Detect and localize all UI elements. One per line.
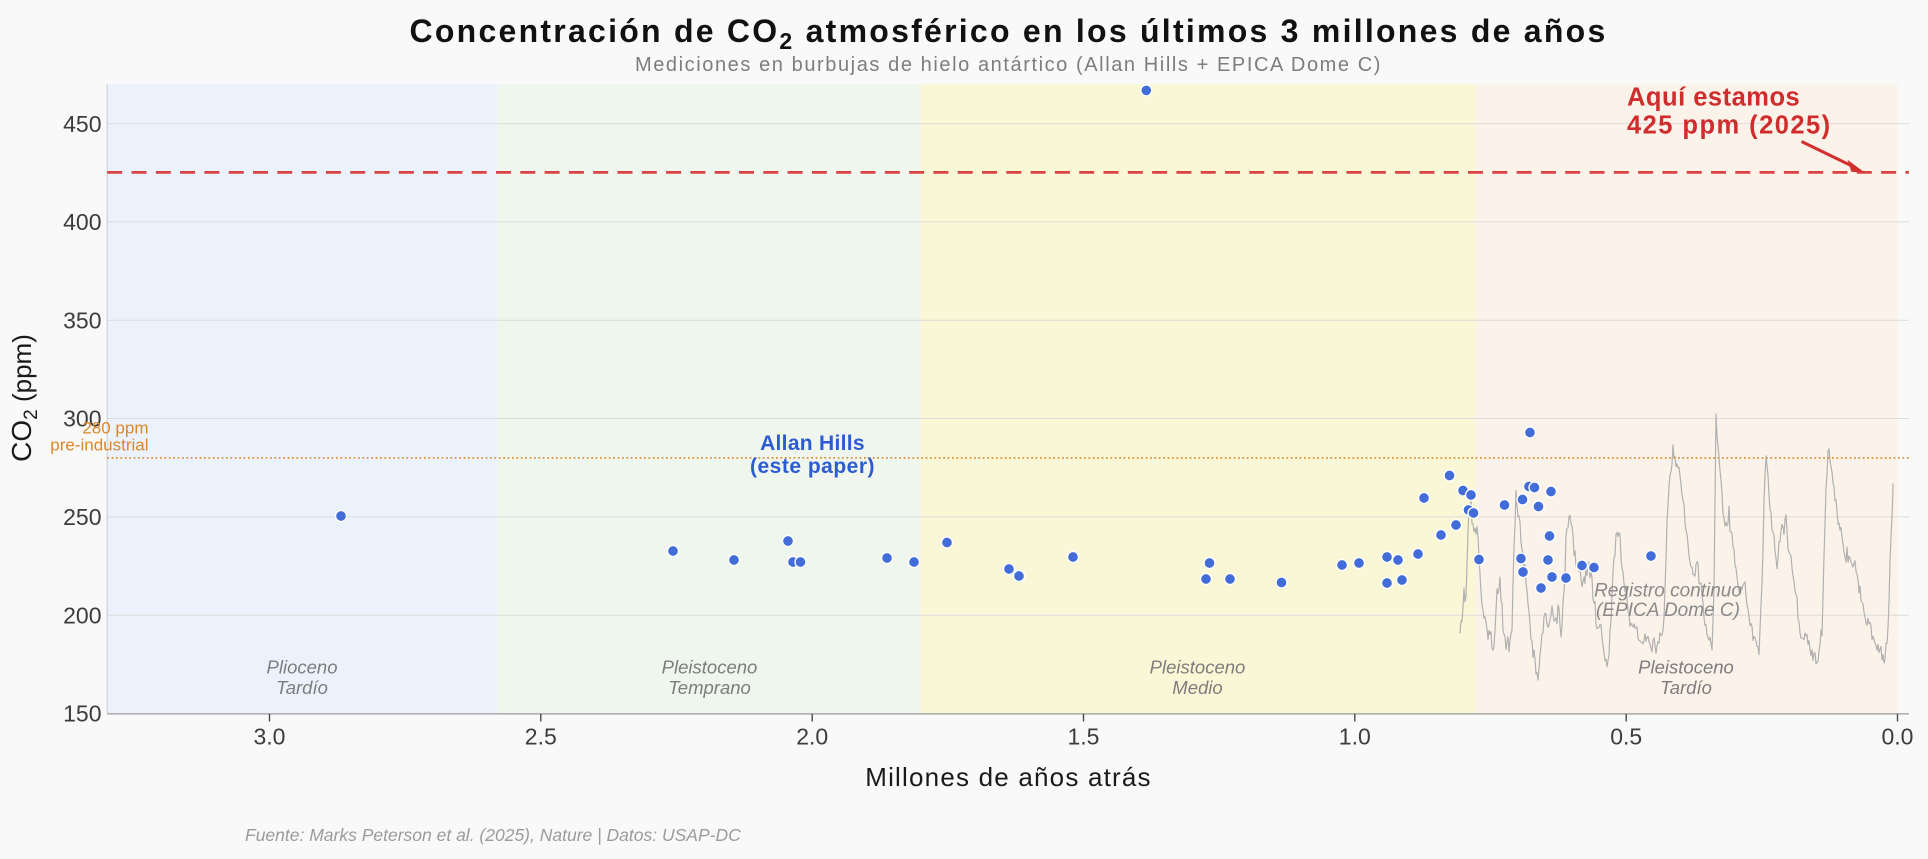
svg-text:400: 400 — [63, 209, 101, 235]
svg-text:200: 200 — [63, 602, 101, 628]
svg-text:Plioceno: Plioceno — [267, 657, 338, 678]
svg-text:Registro continuo: Registro continuo — [1594, 581, 1742, 602]
svg-text:Aquí estamos: Aquí estamos — [1627, 84, 1800, 112]
svg-text:Concentración de CO2 atmosféri: Concentración de CO2 atmosférico en los … — [410, 13, 1608, 54]
svg-text:Fuente: Marks Peterson et al.: Fuente: Marks Peterson et al. (2025), Na… — [245, 825, 741, 845]
svg-text:450: 450 — [63, 111, 101, 137]
svg-text:(este paper): (este paper) — [750, 455, 875, 478]
svg-text:2.0: 2.0 — [796, 724, 828, 750]
svg-text:Tardío: Tardío — [276, 677, 328, 698]
svg-text:Pleistoceno: Pleistoceno — [662, 657, 758, 678]
svg-text:Mediciones en burbujas de hiel: Mediciones en burbujas de hielo antártic… — [635, 54, 1382, 76]
svg-text:3.0: 3.0 — [254, 724, 286, 750]
svg-text:CO2 (ppm): CO2 (ppm) — [6, 334, 42, 462]
svg-text:250: 250 — [63, 504, 101, 530]
svg-text:Pleistoceno: Pleistoceno — [1150, 657, 1246, 678]
svg-text:pre-industrial: pre-industrial — [50, 436, 148, 455]
svg-text:1.5: 1.5 — [1068, 724, 1100, 750]
svg-text:Tardío: Tardío — [1660, 677, 1712, 698]
svg-text:Pleistoceno: Pleistoceno — [1638, 657, 1734, 678]
svg-text:2.5: 2.5 — [525, 724, 557, 750]
svg-text:Temprano: Temprano — [668, 677, 751, 698]
svg-text:280 ppm: 280 ppm — [82, 419, 148, 438]
svg-text:(EPICA Dome C): (EPICA Dome C) — [1596, 600, 1740, 621]
svg-text:0.0: 0.0 — [1882, 724, 1914, 750]
svg-text:350: 350 — [63, 307, 101, 333]
svg-text:Millones de años atrás: Millones de años atrás — [865, 762, 1152, 792]
svg-text:150: 150 — [63, 701, 101, 727]
svg-text:Allan Hills: Allan Hills — [760, 432, 865, 455]
svg-text:425 ppm (2025): 425 ppm (2025) — [1627, 112, 1832, 140]
svg-text:Medio: Medio — [1172, 677, 1222, 698]
svg-text:300: 300 — [63, 406, 101, 432]
svg-text:1.0: 1.0 — [1339, 724, 1371, 750]
svg-text:0.5: 0.5 — [1610, 724, 1642, 750]
